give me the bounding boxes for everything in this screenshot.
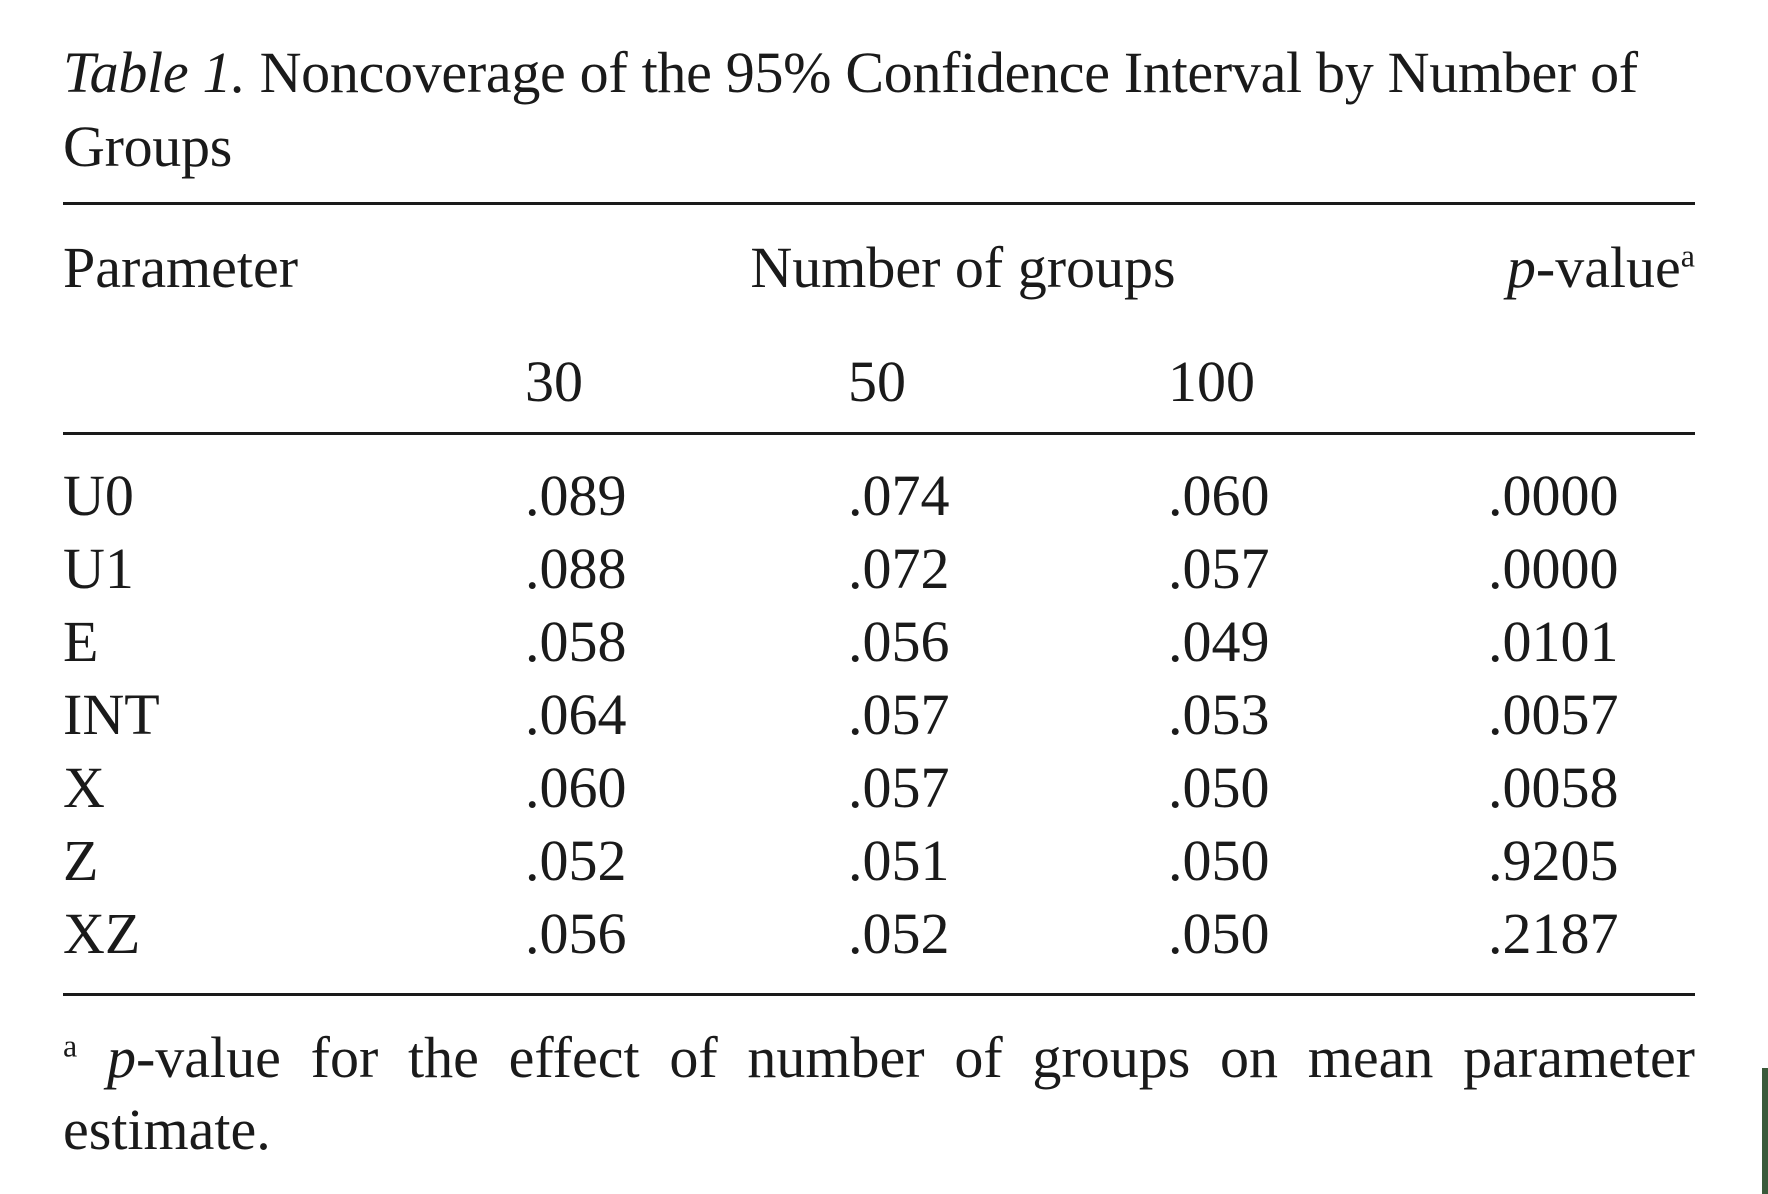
row-value-50: .072 [848, 536, 950, 601]
row-value-50: .051 [848, 828, 950, 893]
footnote-p-italic: p [106, 1025, 136, 1090]
row-value-30: .052 [525, 828, 627, 893]
page-edge-mark [1762, 1068, 1768, 1194]
row-value-50: .057 [848, 755, 950, 820]
header-p-value: p-valuea [1413, 232, 1695, 304]
row-value-100: .049 [1168, 609, 1270, 674]
row-value-30: .056 [525, 901, 627, 966]
table-label: Table 1. [63, 40, 246, 105]
header-p-footnote-marker: a [1680, 237, 1695, 274]
row-parameter: INT [63, 682, 160, 747]
row-value-100: .050 [1168, 755, 1270, 820]
row-value-30: .060 [525, 755, 627, 820]
row-p-value: .0058 [1488, 755, 1619, 820]
row-p-value: .0101 [1488, 609, 1619, 674]
top-rule [63, 202, 1695, 205]
header-parameter: Parameter [63, 235, 299, 300]
row-value-100: .060 [1168, 463, 1270, 528]
row-value-100: .050 [1168, 828, 1270, 893]
header-p-rest: -value [1535, 235, 1681, 300]
row-parameter: Z [63, 828, 99, 893]
header-group-50: 50 [848, 349, 906, 414]
row-p-value: .0000 [1488, 463, 1619, 528]
bottom-rule [63, 993, 1695, 996]
row-value-100: .057 [1168, 536, 1270, 601]
row-value-30: .058 [525, 609, 627, 674]
row-value-50: .052 [848, 901, 950, 966]
row-parameter: U0 [63, 463, 134, 528]
row-p-value: .0057 [1488, 682, 1619, 747]
row-value-30: .089 [525, 463, 627, 528]
header-group-100: 100 [1168, 349, 1255, 414]
table-footnote: a p-value for the effect of number of gr… [63, 1022, 1695, 1166]
row-parameter: X [63, 755, 105, 820]
row-p-value: .0000 [1488, 536, 1619, 601]
header-group-30: 30 [525, 349, 583, 414]
header-p-italic: p [1506, 235, 1536, 300]
row-value-100: .053 [1168, 682, 1270, 747]
row-value-100: .050 [1168, 901, 1270, 966]
row-parameter: E [63, 609, 99, 674]
footnote-marker: a [63, 1027, 78, 1064]
table-title: Noncoverage of the 95% Confidence Interv… [63, 40, 1638, 179]
row-parameter: U1 [63, 536, 134, 601]
row-p-value: .9205 [1488, 828, 1619, 893]
row-value-50: .074 [848, 463, 950, 528]
row-p-value: .2187 [1488, 901, 1619, 966]
row-parameter: XZ [63, 901, 141, 966]
row-value-50: .057 [848, 682, 950, 747]
table-caption: Table 1. Noncoverage of the 95% Confiden… [63, 36, 1695, 184]
row-value-30: .088 [525, 536, 627, 601]
row-value-50: .056 [848, 609, 950, 674]
header-number-of-groups: Number of groups [750, 235, 1176, 300]
footnote-text: -value for the effect of number of group… [63, 1025, 1695, 1162]
row-value-30: .064 [525, 682, 627, 747]
header-rule [63, 432, 1695, 435]
